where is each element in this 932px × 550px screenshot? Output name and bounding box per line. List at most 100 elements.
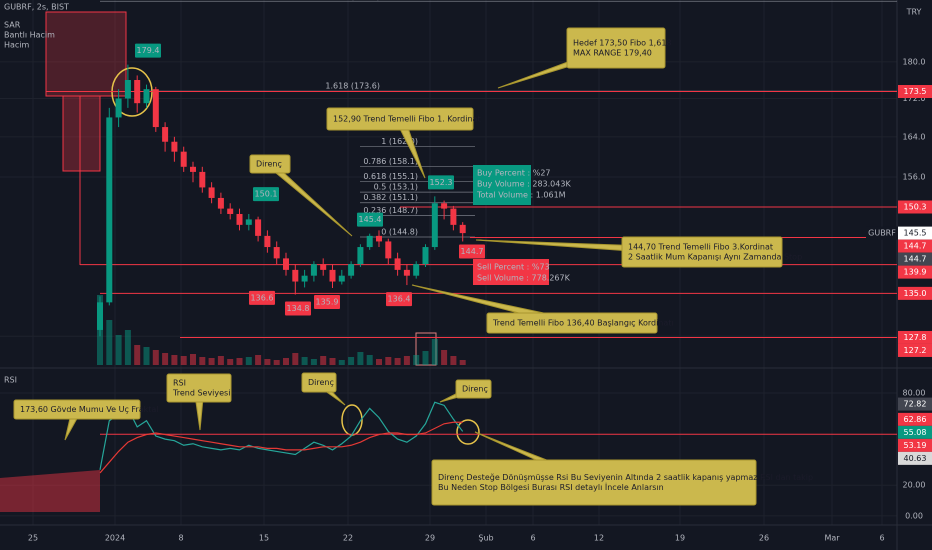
price-marker (428, 175, 454, 190)
x-tick-label: 29 (425, 534, 435, 543)
candle-body (376, 235, 382, 242)
zone-box (45, 11, 127, 97)
candle-body (329, 269, 336, 282)
candle-body (162, 127, 169, 142)
candle-body (152, 89, 159, 128)
volume-bar (143, 347, 150, 365)
callout-text: 2 Saatlik Mum Kapanışı Aynı Zamanda Stop (628, 253, 802, 262)
legend-item: Bantlı Hacim (4, 31, 55, 40)
callout-text: Trend Seviyesi (172, 389, 230, 398)
candle-body (190, 166, 196, 172)
volume-bar (283, 358, 289, 365)
ticker: GUBRF (868, 229, 896, 238)
axis-label: 72.82 (904, 400, 927, 409)
price-marker-label: 136.6 (251, 293, 274, 302)
axis-label-box (898, 226, 932, 240)
legend-item: GUBRF, 2s, BIST (4, 3, 69, 12)
fib-label: 0.236 (148.7) (363, 206, 418, 215)
axis-label: 139.9 (904, 268, 927, 277)
fib-label: 0.618 (155.1) (363, 172, 418, 181)
callout (566, 27, 666, 69)
callout-text: Direnç Desteğe Dönüşmüşse Rsi Bu Seviyen… (438, 473, 813, 482)
callout-text: Direnç (256, 160, 282, 169)
candle-body (366, 235, 373, 248)
price-marker-label: 136.4 (388, 295, 411, 304)
price-marker-label: 152.3 (430, 178, 453, 187)
volume-bar (162, 353, 169, 365)
x-tick-label: 6 (530, 534, 535, 543)
price-marker-label: 145.4 (359, 215, 382, 224)
callout-text: RSI (173, 379, 186, 388)
axis-label: 144.7 (904, 242, 927, 251)
callout (13, 399, 141, 420)
zone-box (62, 95, 101, 172)
y-tick-label: 80.00 (903, 389, 926, 398)
price-marker (459, 244, 485, 259)
callout (621, 236, 783, 268)
price-marker-label: 179.4 (137, 46, 160, 55)
candle-body (255, 219, 262, 236)
candle-body (217, 197, 224, 209)
axis-label-box (898, 265, 932, 279)
candle-body (338, 275, 345, 282)
volume-bar (348, 357, 355, 365)
volume-bar (227, 359, 234, 365)
volume-bar (376, 359, 382, 365)
axis-label: 135.0 (904, 289, 927, 298)
volume-bar (422, 351, 429, 365)
candle-body (124, 79, 131, 99)
callout (326, 107, 474, 131)
axis-label: 40.63 (904, 454, 927, 463)
x-tick-label: 15 (259, 534, 269, 543)
legend-item: SAR (4, 21, 21, 30)
callout-text: 173,60 Gövde Mumu Ve Uç Fraktal (20, 405, 159, 414)
volume-bar (366, 355, 373, 365)
axis-label-box (898, 397, 932, 411)
candle-body (106, 117, 113, 303)
candle-body (115, 98, 122, 118)
callout (166, 373, 232, 403)
price-marker-label: 135.9 (316, 298, 339, 307)
callout-text: Bu Neden Stop Bölgesi Burası RSI detaylı… (438, 482, 664, 492)
candle-body (320, 264, 327, 270)
volume-bar (115, 335, 122, 365)
volume-bar (171, 355, 178, 365)
buy-info: Buy Volume : 283.043K (477, 180, 571, 189)
candle-body (422, 247, 429, 265)
x-tick-label: 19 (675, 534, 685, 543)
price-marker (314, 295, 340, 310)
candle-body (348, 264, 355, 276)
volume-bar (441, 350, 448, 365)
x-tick-label: Mar (824, 534, 840, 543)
fib-label: 0.382 (151.1) (363, 193, 418, 202)
x-tick-label: Şub (478, 534, 493, 543)
candle-body (394, 258, 401, 270)
price-marker (285, 301, 311, 316)
volume-bar (217, 356, 224, 365)
candle-body (236, 213, 243, 225)
fib-label: 1.618 (173.6) (325, 82, 380, 91)
x-tick-label: 6 (879, 534, 884, 543)
volume-bar (152, 350, 159, 365)
volume-bar (180, 356, 187, 365)
candle-body (199, 171, 206, 188)
price-marker (249, 290, 275, 305)
candle-body (441, 203, 448, 209)
volume-bar (236, 358, 243, 365)
volume-bar (403, 356, 410, 365)
axis-label: 145.5 (904, 229, 927, 238)
callout-text: Direnç (308, 378, 334, 387)
axis-label: 150.3 (904, 202, 927, 211)
volume-bar (208, 358, 215, 365)
candle-body (208, 187, 215, 198)
x-tick-label: 8 (178, 534, 183, 543)
callout (486, 312, 658, 334)
price-marker-label: 144.7 (461, 247, 484, 256)
fib-label: 0 (144.8) (381, 227, 418, 236)
callout-text: Direnç (462, 385, 488, 394)
price-marker (135, 43, 161, 58)
candle-body (431, 203, 438, 248)
pane-title: RSI (4, 376, 17, 385)
buy-box (473, 165, 531, 205)
